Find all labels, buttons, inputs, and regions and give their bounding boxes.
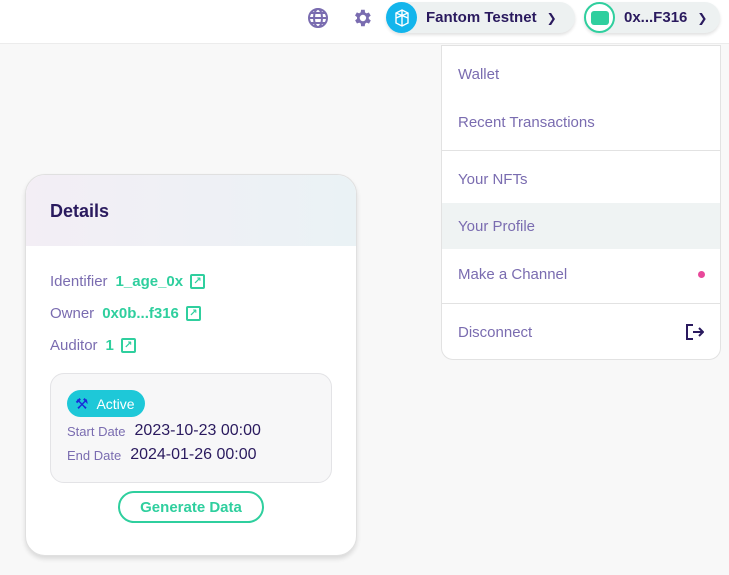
- menu-label: Your Profile: [458, 217, 535, 235]
- start-date-label: Start Date: [67, 423, 126, 439]
- chevron-down-icon: ❯: [697, 10, 708, 25]
- account-address: 0x...F316: [624, 9, 688, 26]
- divider: [442, 150, 720, 151]
- end-date-value: 2024-01-26 00:00: [130, 446, 257, 463]
- gavel-icon: ⚒: [75, 395, 89, 413]
- end-date-label: End Date: [67, 447, 122, 463]
- gear-icon[interactable]: [350, 6, 374, 30]
- menu-label: Wallet: [458, 65, 500, 83]
- network-name: Fantom Testnet: [426, 9, 537, 26]
- identifier-label: Identifier: [50, 273, 108, 290]
- status-text: Active: [96, 395, 135, 412]
- menu-item-your-profile[interactable]: Your Profile: [442, 203, 720, 249]
- wallet-icon: [584, 2, 615, 33]
- external-link-icon[interactable]: ↗: [120, 338, 136, 353]
- menu-item-wallet[interactable]: Wallet: [442, 51, 720, 97]
- start-date-value: 2023-10-23 00:00: [134, 422, 261, 439]
- globe-icon[interactable]: [306, 6, 330, 30]
- start-date-row: Start Date 2023-10-23 00:00: [67, 422, 261, 440]
- menu-label: Your NFTs: [458, 170, 528, 188]
- details-card: Details Identifier 1_age_0x ↗ Owner 0x0b...…: [25, 174, 357, 556]
- account-menu: Wallet Recent Transactions Your NFTs You…: [441, 45, 721, 360]
- external-link-icon[interactable]: ↗: [190, 274, 206, 289]
- menu-label: Recent Transactions: [458, 113, 595, 131]
- notification-dot: [698, 270, 705, 278]
- generate-data-button[interactable]: Generate Data: [118, 491, 264, 523]
- menu-label: Make a Channel: [458, 265, 568, 283]
- menu-item-make-a-channel[interactable]: Make a Channel: [442, 251, 720, 297]
- fantom-logo-icon: [386, 2, 417, 33]
- identifier-value[interactable]: 1_age_0x: [115, 273, 184, 290]
- owner-label: Owner: [50, 305, 95, 322]
- owner-value[interactable]: 0x0b...f316: [102, 305, 179, 322]
- status-badge: ⚒ Active: [67, 390, 145, 417]
- chevron-down-icon: ❯: [546, 10, 557, 25]
- auditor-row: Auditor 1 ↗: [50, 337, 136, 354]
- divider: [442, 303, 720, 304]
- network-selector[interactable]: Fantom Testnet ❯: [386, 2, 575, 33]
- owner-row: Owner 0x0b...f316 ↗: [50, 305, 201, 322]
- account-button[interactable]: 0x...F316 ❯: [584, 2, 720, 33]
- external-link-icon[interactable]: ↗: [185, 306, 201, 321]
- end-date-row: End Date 2024-01-26 00:00: [67, 446, 257, 464]
- identifier-row: Identifier 1_age_0x ↗: [50, 273, 206, 290]
- menu-label: Disconnect: [458, 323, 533, 341]
- status-panel: ⚒ Active Start Date 2023-10-23 00:00 End …: [50, 373, 332, 483]
- top-bar: Fantom Testnet ❯ 0x...F316 ❯: [0, 0, 729, 44]
- menu-item-your-nfts[interactable]: Your NFTs: [442, 156, 720, 202]
- menu-item-disconnect[interactable]: Disconnect: [442, 309, 720, 355]
- auditor-label: Auditor: [50, 337, 98, 354]
- logout-icon: [686, 324, 704, 340]
- card-title: Details: [26, 175, 356, 246]
- menu-item-recent-transactions[interactable]: Recent Transactions: [442, 99, 720, 145]
- auditor-value[interactable]: 1: [105, 337, 114, 354]
